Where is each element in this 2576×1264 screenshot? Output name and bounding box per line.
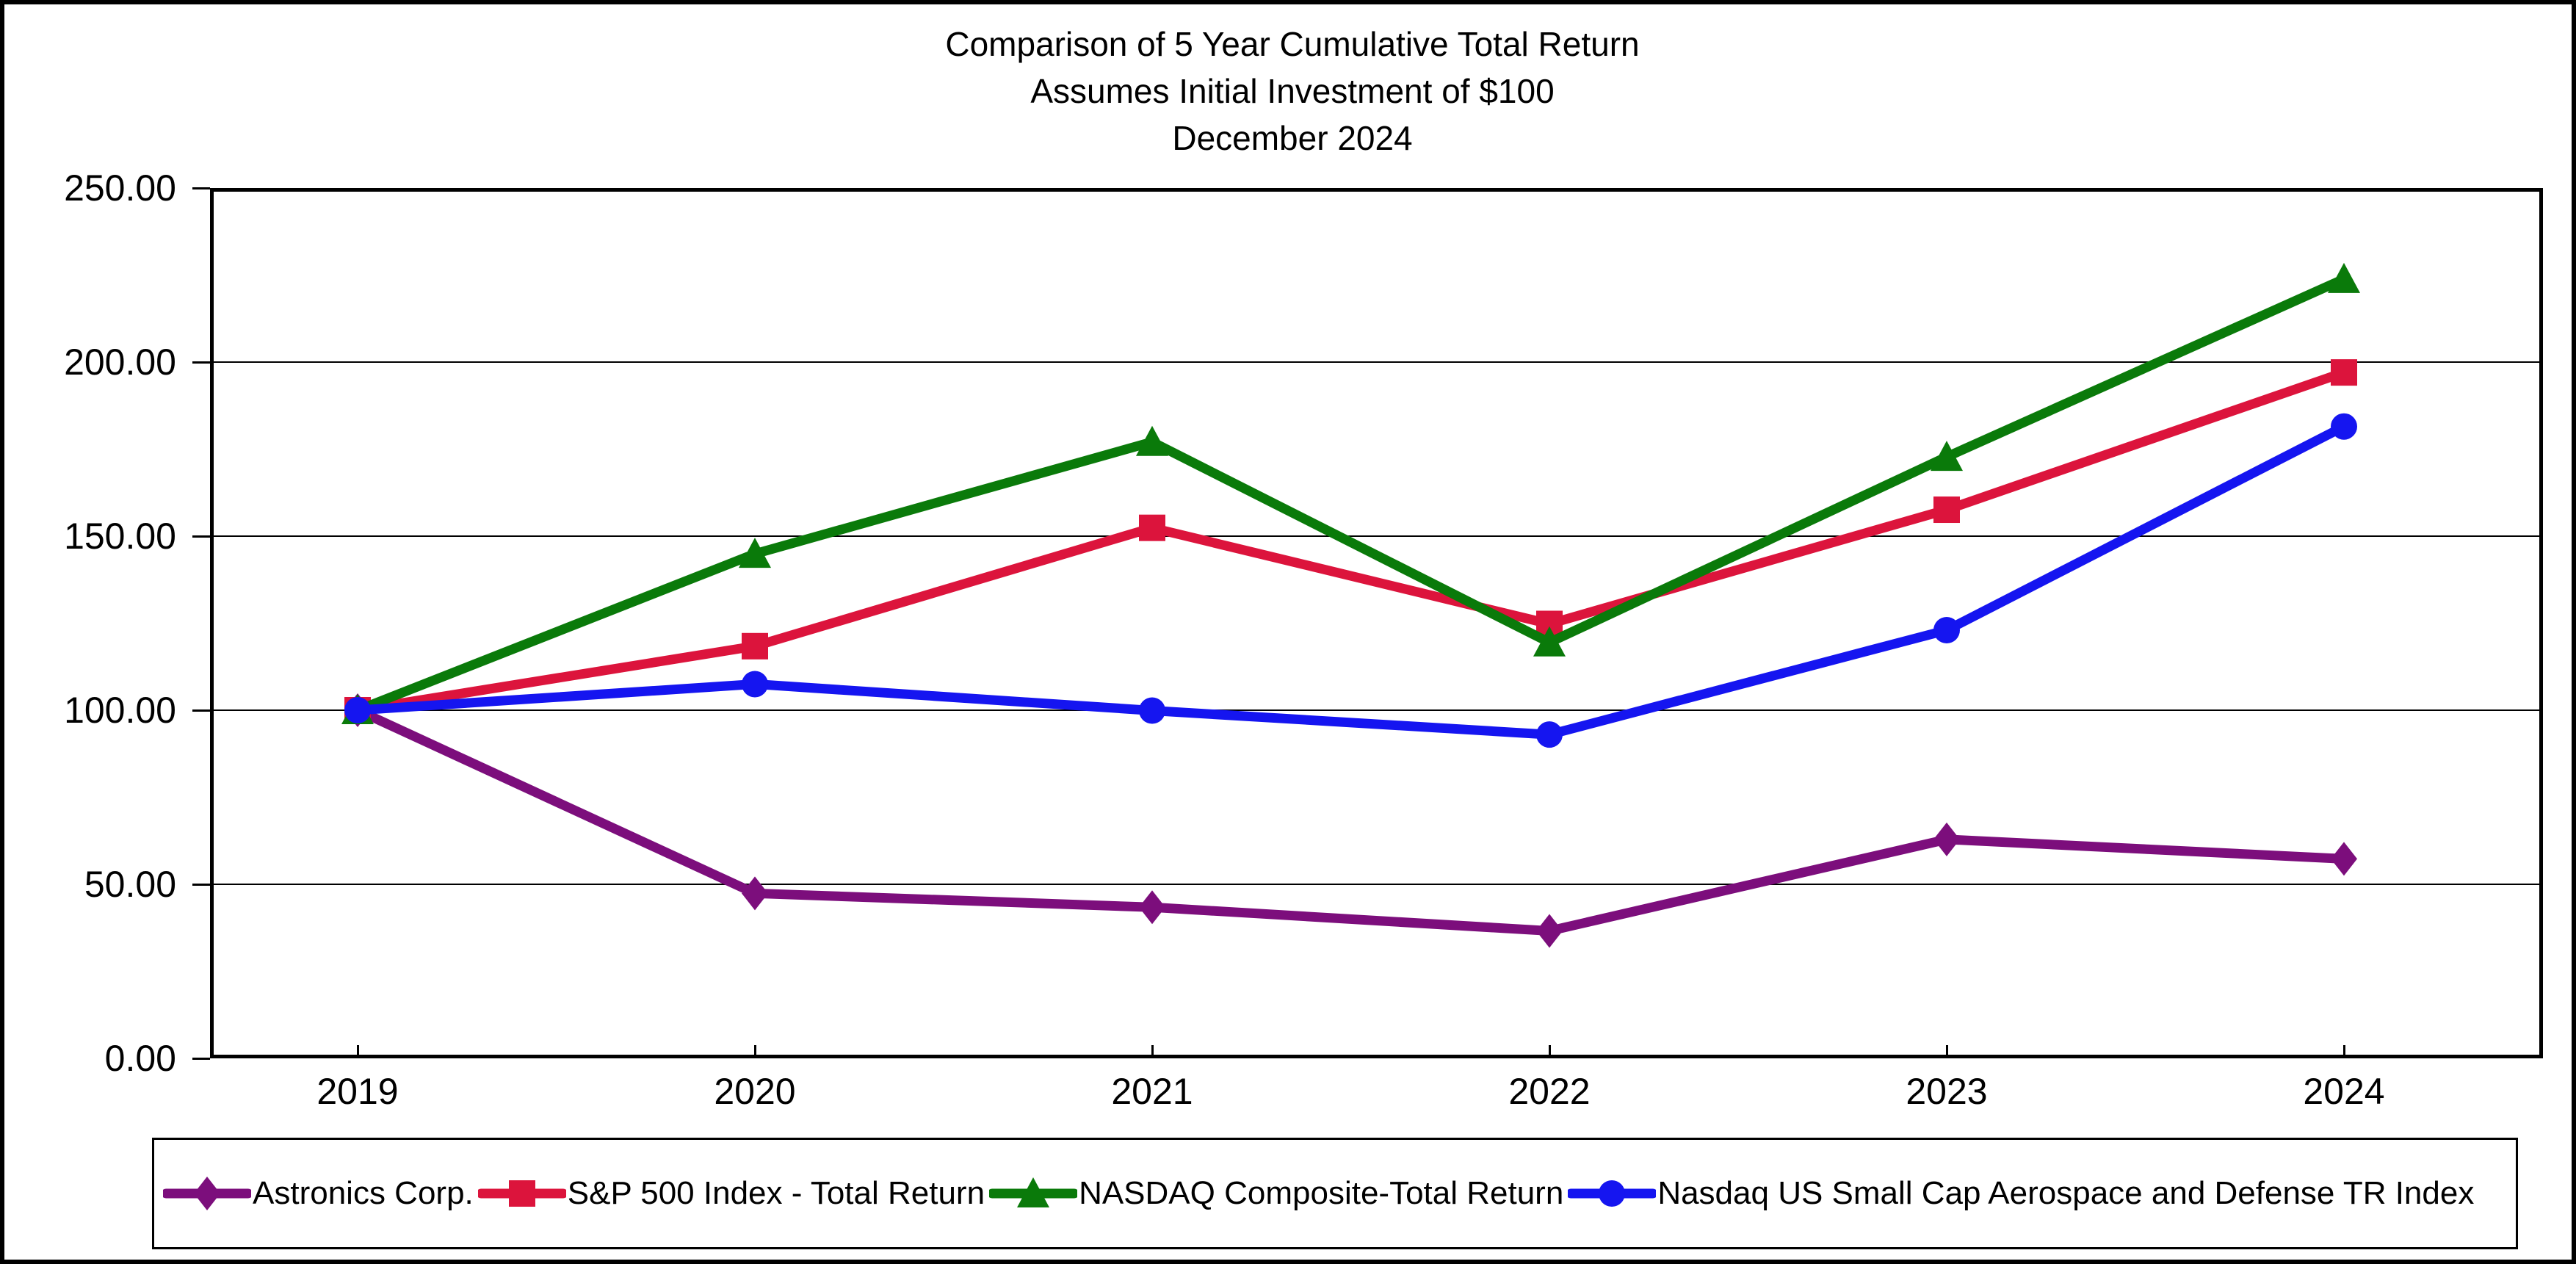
- x-axis-tick: [1151, 1045, 1154, 1057]
- square-marker-legend: [508, 1180, 535, 1207]
- chart-title: Comparison of 5 Year Cumulative Total Re…: [4, 21, 2572, 162]
- x-axis-tick: [357, 1045, 359, 1057]
- legend-item: S&P 500 Index - Total Return: [477, 1171, 985, 1216]
- gridline-200: [210, 361, 2543, 363]
- diamond-marker-legend: [194, 1177, 220, 1210]
- x-tick-label-2024: 2024: [2303, 1071, 2385, 1112]
- y-tick-label: 0.00: [104, 1038, 176, 1079]
- x-tick-label-2019: 2019: [316, 1071, 399, 1112]
- chart-title-line3: December 2024: [1172, 119, 1413, 157]
- square-marker-2024: [2331, 359, 2357, 386]
- plot-area: [210, 188, 2543, 1058]
- legend-item: Astronics Corp.: [163, 1171, 474, 1216]
- square-marker-2023: [1933, 496, 1960, 524]
- triangle-marker-2023: [1931, 441, 1963, 472]
- series-line-circle: [357, 422, 2346, 740]
- legend-label: Nasdaq US Small Cap Aerospace and Defens…: [1657, 1175, 2475, 1211]
- triangle-marker-legend: [1017, 1177, 1050, 1207]
- legend-label: Astronics Corp.: [253, 1175, 474, 1211]
- x-tick-label-2023: 2023: [1906, 1071, 1988, 1112]
- triangle-marker-2021: [1136, 425, 1168, 456]
- circle-legend-icon: [1568, 1180, 1657, 1207]
- x-tick-label-2021: 2021: [1111, 1071, 1193, 1112]
- circle-marker-legend: [1599, 1180, 1626, 1207]
- gridline-150: [210, 535, 2543, 537]
- x-axis-tick: [1549, 1045, 1551, 1057]
- gridline-100: [210, 709, 2543, 711]
- y-tick-label: 100.00: [64, 690, 176, 731]
- gridline-50: [210, 884, 2543, 885]
- x-axis-tick: [1946, 1045, 1948, 1057]
- legend-item: Nasdaq US Small Cap Aerospace and Defens…: [1568, 1171, 2474, 1216]
- circle-marker-2023: [1933, 616, 1960, 643]
- y-axis-tick: [192, 709, 210, 712]
- triangle-marker-2024: [2328, 262, 2360, 293]
- diamond-marker-2022: [1536, 914, 1563, 948]
- y-axis-tick: [192, 535, 210, 538]
- diamond-marker-2020: [742, 876, 768, 911]
- triangle-marker-2020: [739, 538, 771, 568]
- x-axis-tick: [754, 1045, 756, 1057]
- chart-title-line1: Comparison of 5 Year Cumulative Total Re…: [945, 25, 1640, 63]
- series-line-triangle: [355, 274, 2346, 715]
- diamond-marker-2024: [2331, 842, 2357, 876]
- circle-marker-2020: [742, 671, 768, 698]
- y-axis-tick: [192, 361, 210, 364]
- series-line-square: [356, 367, 2346, 715]
- y-axis-tick: [192, 884, 210, 886]
- y-tick-label: 200.00: [64, 342, 176, 383]
- series-layer: [341, 262, 2360, 948]
- legend: Astronics Corp. S&P 500 Index - Total Ret…: [152, 1138, 2518, 1249]
- square-marker-2020: [742, 632, 768, 660]
- circle-marker-2024: [2331, 413, 2357, 440]
- y-tick-label: 150.00: [64, 516, 176, 557]
- x-tick-label-2020: 2020: [714, 1071, 796, 1112]
- y-axis-tick: [192, 1058, 210, 1060]
- circle-marker-2022: [1536, 721, 1563, 748]
- legend-label: NASDAQ Composite-Total Return: [1079, 1175, 1564, 1211]
- square-marker-2021: [1139, 514, 1165, 541]
- y-tick-label: 250.00: [64, 167, 176, 209]
- diamond-marker-2023: [1933, 822, 1960, 856]
- triangle-marker-2022: [1533, 626, 1566, 657]
- x-tick-label-2022: 2022: [1508, 1071, 1591, 1112]
- triangle-legend-icon: [989, 1177, 1078, 1207]
- diamond-legend-icon: [163, 1177, 251, 1210]
- x-axis-tick: [2343, 1045, 2345, 1057]
- series-line-diamond: [355, 706, 2345, 936]
- legend-label: S&P 500 Index - Total Return: [567, 1175, 985, 1211]
- square-legend-icon: [477, 1180, 566, 1207]
- legend-item: NASDAQ Composite-Total Return: [989, 1171, 1563, 1216]
- circle-marker-2019: [344, 697, 371, 723]
- y-tick-label: 50.00: [84, 864, 176, 905]
- chart-title-line2: Assumes Initial Investment of $100: [1030, 72, 1555, 110]
- diamond-marker-2021: [1139, 890, 1165, 925]
- circle-marker-2021: [1139, 697, 1165, 724]
- y-axis-tick: [192, 187, 210, 189]
